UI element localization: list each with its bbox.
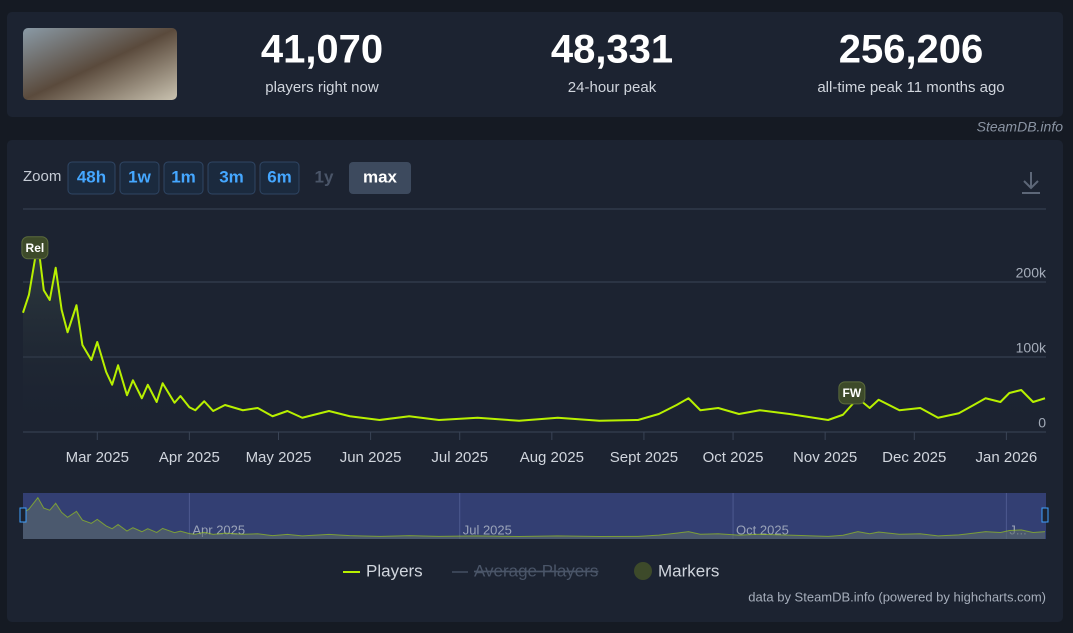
zoom-button-label[interactable]: 1w	[128, 167, 151, 186]
zoom-button[interactable]	[67, 161, 116, 195]
x-tick-label: Aug 2025	[520, 449, 584, 466]
x-tick-label: Nov 2025	[793, 449, 857, 466]
legend-label[interactable]: Markers	[658, 561, 719, 580]
download-icon[interactable]	[1022, 172, 1040, 194]
zoom-button-label[interactable]: 6m	[267, 167, 292, 186]
x-tick-label: Dec 2025	[882, 449, 946, 466]
y-tick-label: 200k	[1016, 265, 1047, 281]
zoom-button[interactable]	[207, 161, 256, 195]
zoom-label: Zoom	[23, 168, 61, 185]
zoom-button-label: 1y	[315, 167, 334, 186]
game-image	[23, 28, 177, 100]
y-tick-label: 100k	[1016, 340, 1047, 356]
stat-label: 24-hour peak	[568, 79, 657, 96]
line	[22, 241, 1046, 422]
navigator-handle[interactable]	[19, 507, 27, 523]
zoom-button-label[interactable]: 1m	[171, 167, 196, 186]
marker-label: Rel	[26, 241, 45, 255]
x-tick-label: Mar 2025	[66, 449, 129, 466]
navigator-area	[23, 497, 1045, 539]
line-area	[23, 242, 1045, 432]
x-tick-label: May 2025	[246, 449, 312, 466]
stat-label: all-time peak 11 months ago	[817, 79, 1004, 96]
navigator-tick-label: Jul 2025	[463, 522, 512, 537]
zoom-button-label[interactable]: 48h	[77, 167, 106, 186]
source: SteamDB.info	[977, 119, 1064, 135]
zoom-button-label[interactable]: max	[363, 167, 398, 186]
zoom-button[interactable]	[349, 162, 411, 194]
legend-label[interactable]: Players	[366, 561, 423, 580]
marker[interactable]	[838, 381, 866, 405]
x-tick-label: Apr 2025	[159, 449, 220, 466]
marker[interactable]	[21, 236, 49, 260]
stat-label: players right now	[265, 79, 379, 96]
zoom-button[interactable]	[119, 161, 160, 195]
credit: data by SteamDB.info (powered by highcha…	[748, 589, 1046, 604]
header-card	[7, 12, 1063, 117]
legend-label[interactable]: Average Players	[474, 561, 598, 580]
stat-value: 48,331	[551, 28, 673, 72]
stat-value: 256,206	[839, 28, 984, 72]
x-tick-label: Oct 2025	[703, 449, 764, 466]
legend-swatch	[634, 562, 652, 580]
navigator	[23, 493, 1046, 539]
stat-value: 41,070	[261, 28, 383, 72]
marker-label: FW	[843, 386, 862, 400]
x-tick-label: Jan 2026	[976, 449, 1038, 466]
navigator-handle[interactable]	[1041, 507, 1049, 523]
navigator-tick-label: Oct 2025	[736, 522, 789, 537]
chart-card	[7, 140, 1063, 622]
x-tick-label: Jun 2025	[340, 449, 402, 466]
zoom-button-label[interactable]: 3m	[219, 167, 244, 186]
x-tick-label: Jul 2025	[431, 449, 488, 466]
zoom-button[interactable]	[259, 161, 300, 195]
x-tick-label: Sept 2025	[610, 449, 678, 466]
navigator-line	[22, 496, 1046, 538]
zoom-button[interactable]	[163, 161, 204, 195]
